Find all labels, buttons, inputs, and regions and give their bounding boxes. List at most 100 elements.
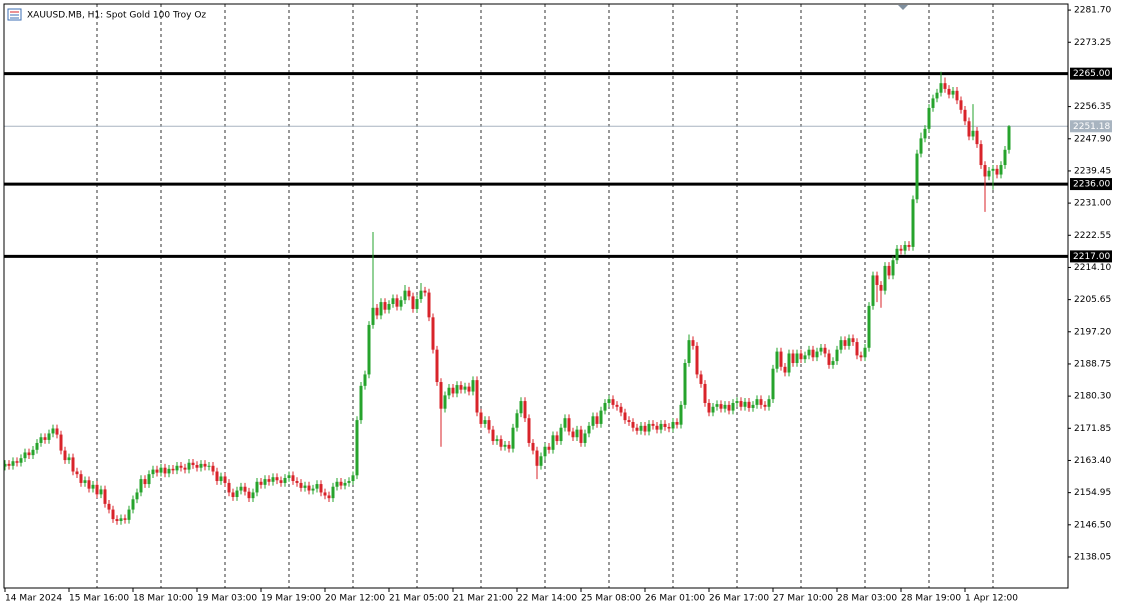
candle-body — [859, 355, 863, 358]
candle-body — [139, 479, 143, 493]
title-icon — [7, 8, 22, 21]
candle-body — [971, 130, 975, 137]
x-tick-label: 21 Mar 05:00 — [389, 594, 449, 604]
candle-body — [247, 491, 251, 499]
candle-body — [815, 351, 819, 358]
candle-body — [443, 395, 447, 409]
candle-body — [67, 457, 71, 461]
candle-body — [547, 446, 551, 450]
grid — [96, 4, 994, 588]
candle-body — [183, 467, 187, 470]
axes: 2281.70 2273.25 2256.35 2247.90 2239.45 2231.… — [4, 6, 1112, 604]
candle-body — [199, 463, 203, 468]
candle-body — [299, 482, 303, 488]
candle-body — [771, 368, 775, 400]
candle-body — [339, 481, 343, 486]
candle-body — [271, 477, 275, 482]
level-label-box — [1070, 178, 1112, 191]
level-label: 2265.00 — [1073, 69, 1110, 79]
candle-body — [223, 476, 227, 483]
candle-body — [795, 353, 799, 364]
candle-body — [131, 499, 135, 510]
candle-body — [367, 324, 371, 375]
candle-body — [915, 153, 919, 200]
candle-body — [427, 292, 431, 318]
y-tick-label: 2163.40 — [1074, 456, 1111, 466]
candle-body — [3, 463, 7, 467]
candle-body — [895, 248, 899, 261]
candle-body — [767, 399, 771, 407]
candle-body — [107, 503, 111, 510]
level-label: 2236.00 — [1073, 180, 1110, 190]
candle-body — [579, 429, 583, 443]
candle-body — [819, 347, 823, 352]
candle-body — [7, 463, 11, 466]
candle-body — [355, 420, 359, 476]
candle-body — [875, 275, 879, 285]
candle-body — [307, 485, 311, 491]
candle-body — [803, 355, 807, 360]
y-tick-label: 2281.70 — [1074, 6, 1111, 16]
candle-body — [43, 437, 47, 440]
candle-body — [863, 347, 867, 358]
x-tick-label: 19 Mar 19:00 — [261, 594, 321, 604]
candle-body — [147, 474, 151, 485]
candle-body — [519, 401, 523, 414]
candle-body — [527, 418, 531, 443]
candle-body — [567, 418, 571, 432]
chart-title: XAUUSD.MB, H1: Spot Gold 100 Troy Oz — [27, 11, 206, 21]
candle-body — [823, 347, 827, 354]
candle-body — [211, 465, 215, 472]
candle-body — [659, 423, 663, 430]
candle-body — [463, 386, 467, 390]
candle-body — [315, 484, 319, 489]
candle-body — [631, 422, 635, 428]
candle-body — [327, 495, 331, 499]
candle-body — [203, 463, 207, 467]
x-tick-label: 26 Mar 17:00 — [709, 594, 769, 604]
candle-body — [483, 420, 487, 424]
candle-body — [807, 349, 811, 356]
candle-body — [699, 374, 703, 384]
candle-body — [611, 399, 615, 405]
candle-body — [475, 380, 479, 413]
level-label: 2217.00 — [1073, 252, 1110, 262]
candle-body — [215, 471, 219, 482]
candle-body — [919, 138, 923, 154]
candle-body — [103, 489, 107, 504]
candle-body — [227, 482, 231, 493]
candle-body — [995, 168, 999, 175]
y-tick-label: 2273.25 — [1074, 38, 1111, 48]
candle-body — [267, 479, 271, 482]
candle-body — [923, 128, 927, 139]
candle-body — [71, 457, 75, 472]
candle-body — [975, 130, 979, 145]
y-tick-label: 2146.50 — [1074, 520, 1111, 530]
candle-body — [459, 385, 463, 390]
candle-body — [431, 317, 435, 350]
candle-body — [59, 434, 63, 451]
candle-body — [471, 380, 475, 392]
candle-body — [239, 486, 243, 491]
candle-body — [115, 519, 119, 521]
candle-body — [295, 481, 299, 483]
level-label-box — [1070, 67, 1112, 80]
candle-body — [75, 471, 79, 475]
candle-body — [563, 418, 567, 428]
candle-body — [167, 468, 171, 474]
y-tick-label: 2222.55 — [1074, 231, 1111, 241]
candle-body — [595, 416, 599, 424]
candle-body — [335, 481, 339, 487]
candle-body — [999, 165, 1003, 175]
candle-body — [371, 307, 375, 325]
candle-body — [683, 363, 687, 405]
current-price-label: 2251.18 — [1073, 122, 1110, 132]
candle-body — [435, 349, 439, 383]
candle-body — [111, 509, 115, 520]
candle-body — [639, 425, 643, 431]
candle-body — [671, 422, 675, 429]
candle-body — [951, 90, 955, 95]
candle-body — [679, 404, 683, 425]
candle-body — [91, 484, 95, 489]
candle-body — [831, 361, 835, 365]
